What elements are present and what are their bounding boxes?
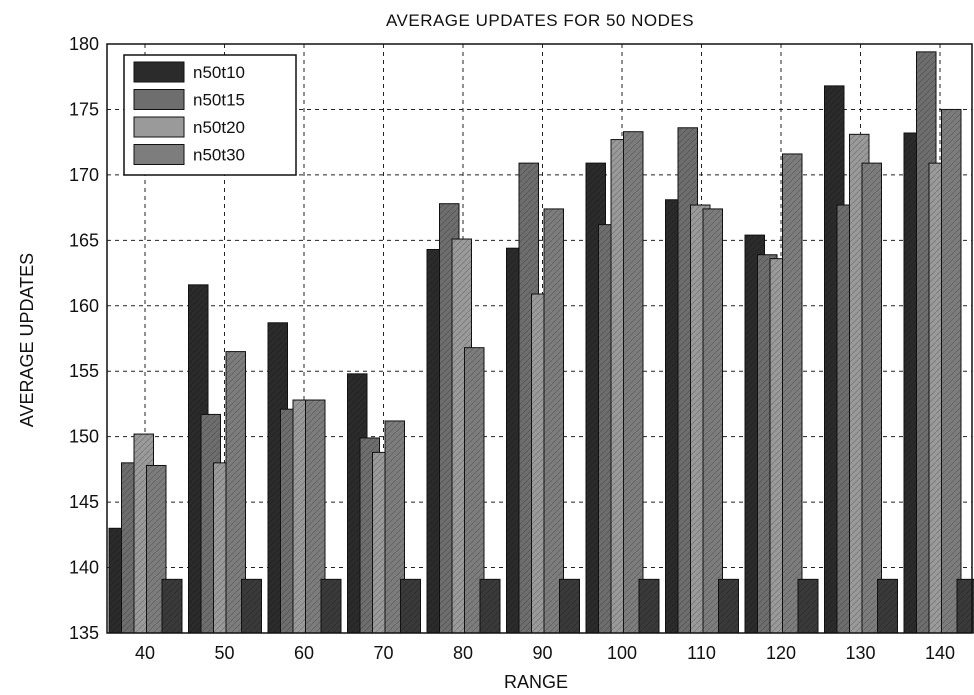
x-tick-label: 40 [135,643,155,663]
bar-texture [639,579,659,633]
legend: n50t10 n50t15 n50t20 n50t30 [123,54,297,176]
x-tick-label: 100 [607,643,637,663]
bar-texture [480,579,500,633]
y-tick-label: 165 [69,230,99,250]
y-tick-label: 135 [69,623,99,643]
x-tick-label: 80 [453,643,473,663]
x-tick-label: 120 [766,643,796,663]
x-tick-label: 50 [214,643,234,663]
legend-label: n50t10 [193,63,245,82]
legend-swatch [133,144,185,165]
bar-texture [146,465,166,633]
bar-texture [559,579,580,633]
x-tick-label: 90 [532,643,552,663]
legend-label: n50t15 [193,91,245,110]
legend-label: n50t20 [193,118,245,137]
bar-texture [241,579,262,633]
x-tick-label: 130 [845,643,875,663]
bar-texture [464,347,484,633]
y-axis-label: AVERAGE UPDATES [17,253,37,427]
bar-texture [941,109,961,633]
bar-texture [385,420,405,633]
y-tick-label: 145 [69,492,99,512]
y-tick-label: 170 [69,165,99,185]
bar-texture [226,351,246,633]
y-tick-label: 150 [69,427,99,447]
chart-title: AVERAGE UPDATES FOR 50 NODES [386,11,694,30]
y-tick-label: 180 [69,34,99,54]
legend-swatch [133,61,185,83]
y-tick-label: 175 [69,99,99,119]
x-tick-label: 110 [687,643,716,663]
x-axis-label: RANGE [504,672,568,692]
y-tick-label: 160 [69,296,99,316]
bar-texture [400,579,421,633]
plot-area: 135 140 145 150 155 160 165 170 175 180 40 50 60 70 80… [69,34,974,663]
legend-swatch [133,89,185,110]
bar-texture [544,208,564,634]
plot-frame [106,43,973,634]
legend-swatch [133,116,185,138]
x-tick-label: 140 [925,643,955,663]
bar-texture [305,400,325,633]
bar-texture [862,163,882,633]
x-tick-label: 70 [373,643,393,663]
bar-texture [877,579,898,633]
bar-texture [321,579,341,633]
x-tick-label: 60 [294,643,314,663]
y-tick-label: 140 [69,558,99,578]
bar-texture [782,153,802,634]
y-tick-label: 155 [69,361,99,381]
legend-label: n50t30 [193,146,245,165]
bar-texture [703,208,723,634]
bar-texture [957,579,974,633]
bar-texture [798,579,818,633]
bar-texture [162,579,182,633]
bar-texture [623,131,643,633]
bar-texture [718,579,739,633]
